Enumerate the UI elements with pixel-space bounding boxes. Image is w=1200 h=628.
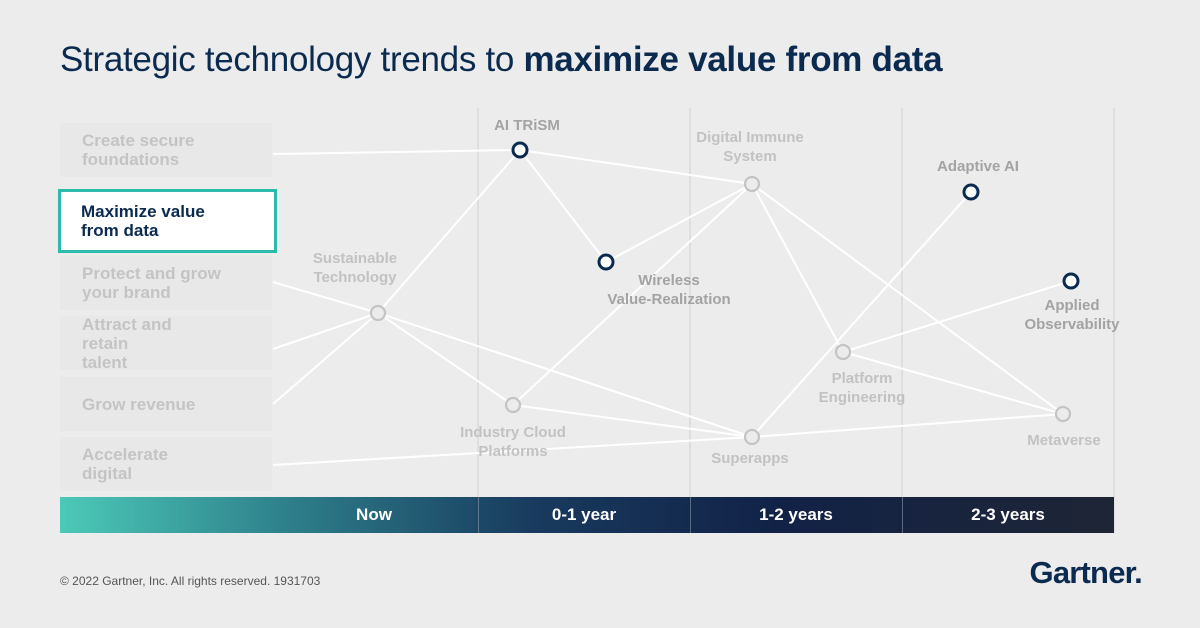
goal-label: Protect and grow your brand bbox=[82, 264, 221, 302]
gartner-logo: Gartner. bbox=[1029, 555, 1143, 590]
timeline-separator bbox=[902, 497, 903, 533]
connection-line bbox=[272, 436, 753, 466]
timeline-separator bbox=[478, 497, 479, 533]
goal-item: Attract and retain talent bbox=[60, 314, 272, 372]
goal-label: Maximize value from data bbox=[81, 202, 205, 240]
goal-item: Protect and grow your brand bbox=[60, 256, 272, 310]
connection-line bbox=[272, 281, 379, 314]
trend-node-wireless bbox=[597, 253, 615, 271]
trend-node-immune bbox=[743, 175, 761, 193]
timeline-bar: Now 0-1 year 1-2 years 2-3 years bbox=[60, 497, 1114, 533]
copyright-footer: © 2022 Gartner, Inc. All rights reserved… bbox=[60, 574, 321, 588]
trend-node-metaverse bbox=[1054, 405, 1072, 423]
trend-label-metaverse: Metaverse bbox=[1027, 432, 1101, 449]
connection-line bbox=[751, 413, 1064, 438]
trend-node-industry bbox=[504, 396, 522, 414]
trend-node-aitrism bbox=[511, 141, 529, 159]
timeline-period: 0-1 year bbox=[551, 505, 617, 524]
title-emphasis: maximize value from data bbox=[523, 40, 943, 79]
connection-line bbox=[272, 149, 521, 155]
connection-line bbox=[605, 183, 753, 263]
goal-label: Accelerate digital bbox=[82, 445, 169, 483]
connection-line bbox=[377, 312, 753, 438]
trend-label-platform: Platform Engineering bbox=[818, 370, 906, 406]
goal-item: Accelerate digital bbox=[60, 437, 272, 491]
connection-line bbox=[272, 312, 379, 405]
connection-line bbox=[377, 312, 514, 406]
trend-node-superapps bbox=[743, 428, 761, 446]
connection-line bbox=[272, 312, 379, 350]
connection-line bbox=[842, 351, 1064, 415]
goal-label: Attract and retain talent bbox=[82, 314, 172, 372]
trend-node-adaptive bbox=[962, 183, 980, 201]
trend-label-industry: Industry Cloud Platforms bbox=[460, 424, 566, 460]
trend-label-sustainable: Sustainable Technology bbox=[312, 250, 398, 286]
connection-line bbox=[512, 404, 753, 438]
connection-line bbox=[751, 183, 1064, 415]
connection-line bbox=[842, 280, 1072, 353]
connection-line bbox=[751, 191, 972, 438]
goal-item: Grow revenue bbox=[60, 377, 272, 431]
trend-label-aitrism: AI TRiSM bbox=[494, 117, 560, 134]
page-title: Strategic technology trends to maximize … bbox=[60, 40, 943, 80]
connection-line bbox=[377, 149, 521, 314]
timeline-period: Now bbox=[356, 505, 392, 524]
connection-line bbox=[519, 149, 607, 263]
trend-node-platform bbox=[834, 343, 852, 361]
timeline-period: 1-2 years bbox=[759, 505, 833, 524]
timeline-period: 2-3 years bbox=[971, 505, 1045, 524]
goal-label: Create secure foundations bbox=[82, 131, 195, 169]
trend-label-wireless: Wireless Value-Realization bbox=[607, 272, 731, 308]
trend-label-immune: Digital Immune System bbox=[696, 129, 804, 165]
title-prefix: Strategic technology trends to bbox=[60, 40, 524, 79]
trend-label-observability: Applied Observability bbox=[1024, 297, 1120, 333]
trend-node-observability bbox=[1062, 272, 1080, 290]
trend-label-adaptive: Adaptive AI bbox=[937, 158, 1019, 175]
trend-label-superapps: Superapps bbox=[711, 450, 789, 467]
goal-item: Create secure foundations bbox=[60, 123, 272, 177]
connection-line bbox=[751, 183, 844, 353]
trend-node-sustainable bbox=[369, 304, 387, 322]
timeline-separator bbox=[690, 497, 691, 533]
connection-line bbox=[519, 149, 753, 185]
goal-label: Grow revenue bbox=[82, 394, 196, 414]
goal-item: Maximize value from data bbox=[58, 189, 277, 253]
connection-line bbox=[512, 183, 753, 406]
